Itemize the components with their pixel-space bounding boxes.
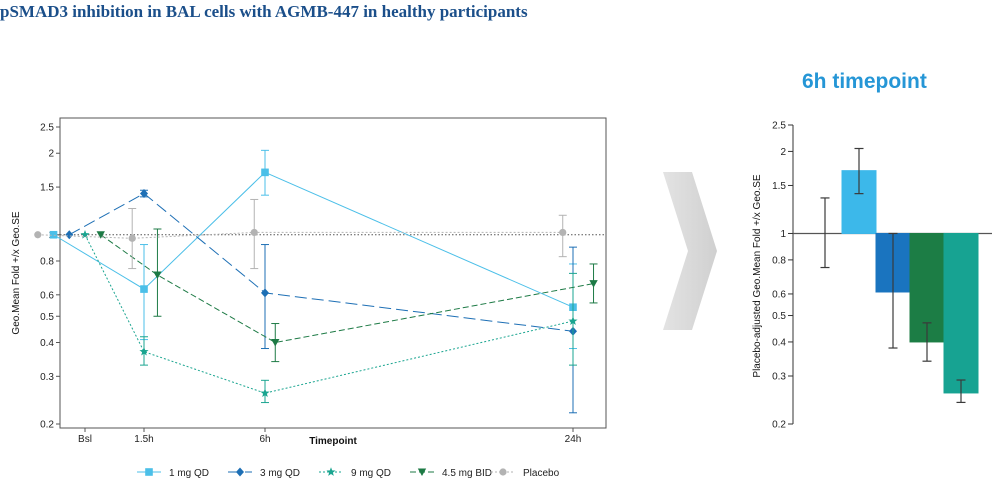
- legend-item-4-5-mg-bid: 4.5 mg BID: [410, 468, 492, 479]
- bar-chart-title: 6h timepoint: [802, 70, 927, 93]
- data-point: [568, 316, 578, 325]
- y-tick-label: 0.2: [772, 420, 786, 431]
- legend-item-3-mg-qd: 3 mg QD: [228, 467, 300, 479]
- y-tick-label: 0.6: [40, 290, 54, 301]
- x-tick-label: 1.5h: [134, 434, 153, 445]
- y-tick-label: 0.4: [772, 337, 786, 348]
- data-point: [49, 230, 58, 239]
- legend-item-1-mg-qd: 1 mg QD: [137, 468, 209, 479]
- data-point: [589, 280, 598, 288]
- y-tick-label: 1: [780, 229, 786, 240]
- bar-rect: [943, 232, 979, 394]
- x-tick-label: 24h: [565, 434, 582, 445]
- chevron-arrow-icon: [663, 172, 717, 330]
- bar-placebo: [820, 197, 830, 269]
- data-point: [34, 231, 42, 239]
- legend-label: 3 mg QD: [260, 468, 300, 479]
- y-tick-label: 0.5: [772, 311, 786, 322]
- legend-marker: [417, 468, 427, 476]
- y-tick-label: 0.5: [40, 312, 54, 323]
- legend-label: 1 mg QD: [169, 468, 209, 479]
- y-tick-label: 0.4: [40, 338, 54, 349]
- data-point: [559, 228, 567, 237]
- series-1-mg-qd: [49, 149, 577, 350]
- data-point: [271, 338, 280, 347]
- bar-3-mg-qd: [875, 232, 911, 349]
- line-chart-x-axis: Bsl 1.5h 6h 24h: [78, 428, 581, 445]
- data-point: [261, 168, 269, 177]
- data-point: [261, 288, 269, 298]
- y-tick-label: 0.3: [772, 372, 786, 383]
- bar-4-5-mg-bid: [909, 232, 945, 362]
- x-tick-label: Bsl: [78, 434, 92, 445]
- legend-marker: [326, 467, 336, 476]
- legend-item-placebo: Placebo: [491, 468, 560, 479]
- legend-label: 4.5 mg BID: [442, 468, 492, 479]
- data-point: [96, 231, 105, 239]
- data-point: [250, 228, 258, 237]
- data-point: [139, 346, 149, 356]
- legend-marker: [499, 468, 507, 476]
- y-tick-label: 2: [780, 147, 786, 158]
- line-chart-series: [34, 149, 598, 414]
- series-placebo: [34, 198, 567, 270]
- legend: 1 mg QD 3 mg QD 9 mg QD 4.5 mg BID Placebo: [137, 467, 560, 479]
- y-tick-label: 2.5: [772, 121, 786, 132]
- legend-marker: [236, 467, 244, 477]
- bar-9-mg-qd: [943, 232, 979, 404]
- y-tick-label: 0.6: [772, 289, 786, 300]
- data-point: [80, 229, 90, 239]
- series-line: [100, 234, 594, 344]
- legend-label: 9 mg QD: [351, 468, 391, 479]
- series-line: [84, 234, 574, 394]
- data-point: [140, 189, 148, 199]
- line-chart-xlabel: Timepoint: [309, 436, 357, 447]
- page-title: pSMAD3 inhibition in BAL cells with AGMB…: [0, 2, 528, 21]
- y-tick-label: 2: [48, 149, 54, 160]
- y-tick-label: 0.8: [40, 256, 54, 267]
- line-chart-plot-frame: [59, 117, 607, 429]
- series-4-5-mg-bid: [96, 228, 598, 363]
- data-point: [260, 388, 270, 398]
- data-point: [128, 234, 136, 242]
- line-chart-y-axis: 0.20.30.40.50.60.811.522.5: [40, 123, 60, 431]
- y-tick-label: 1.5: [772, 181, 786, 192]
- bar-chart-ylabel: Placebo-adjusted Geo.Mean Fold +/x Geo.S…: [752, 174, 763, 378]
- x-tick-label: 6h: [259, 434, 270, 445]
- y-tick-label: 2.5: [40, 123, 54, 134]
- data-point: [140, 285, 148, 293]
- data-point: [153, 271, 162, 280]
- y-tick-label: 0.8: [772, 255, 786, 266]
- bar-chart-bars: [820, 147, 979, 404]
- series-9-mg-qd: [80, 229, 578, 404]
- y-tick-label: 1.5: [40, 183, 54, 194]
- series-line: [53, 171, 574, 308]
- y-tick-label: 0.2: [40, 420, 54, 431]
- y-tick-label: 0.3: [40, 372, 54, 383]
- bar-1-mg-qd: [841, 147, 877, 234]
- legend-item-9-mg-qd: 9 mg QD: [319, 467, 391, 479]
- line-chart-ylabel: Geo.Mean Fold +/x Geo.SE: [11, 211, 22, 334]
- legend-label: Placebo: [523, 468, 560, 479]
- legend-marker: [145, 468, 153, 476]
- series-line: [69, 192, 574, 332]
- data-point: [65, 230, 74, 240]
